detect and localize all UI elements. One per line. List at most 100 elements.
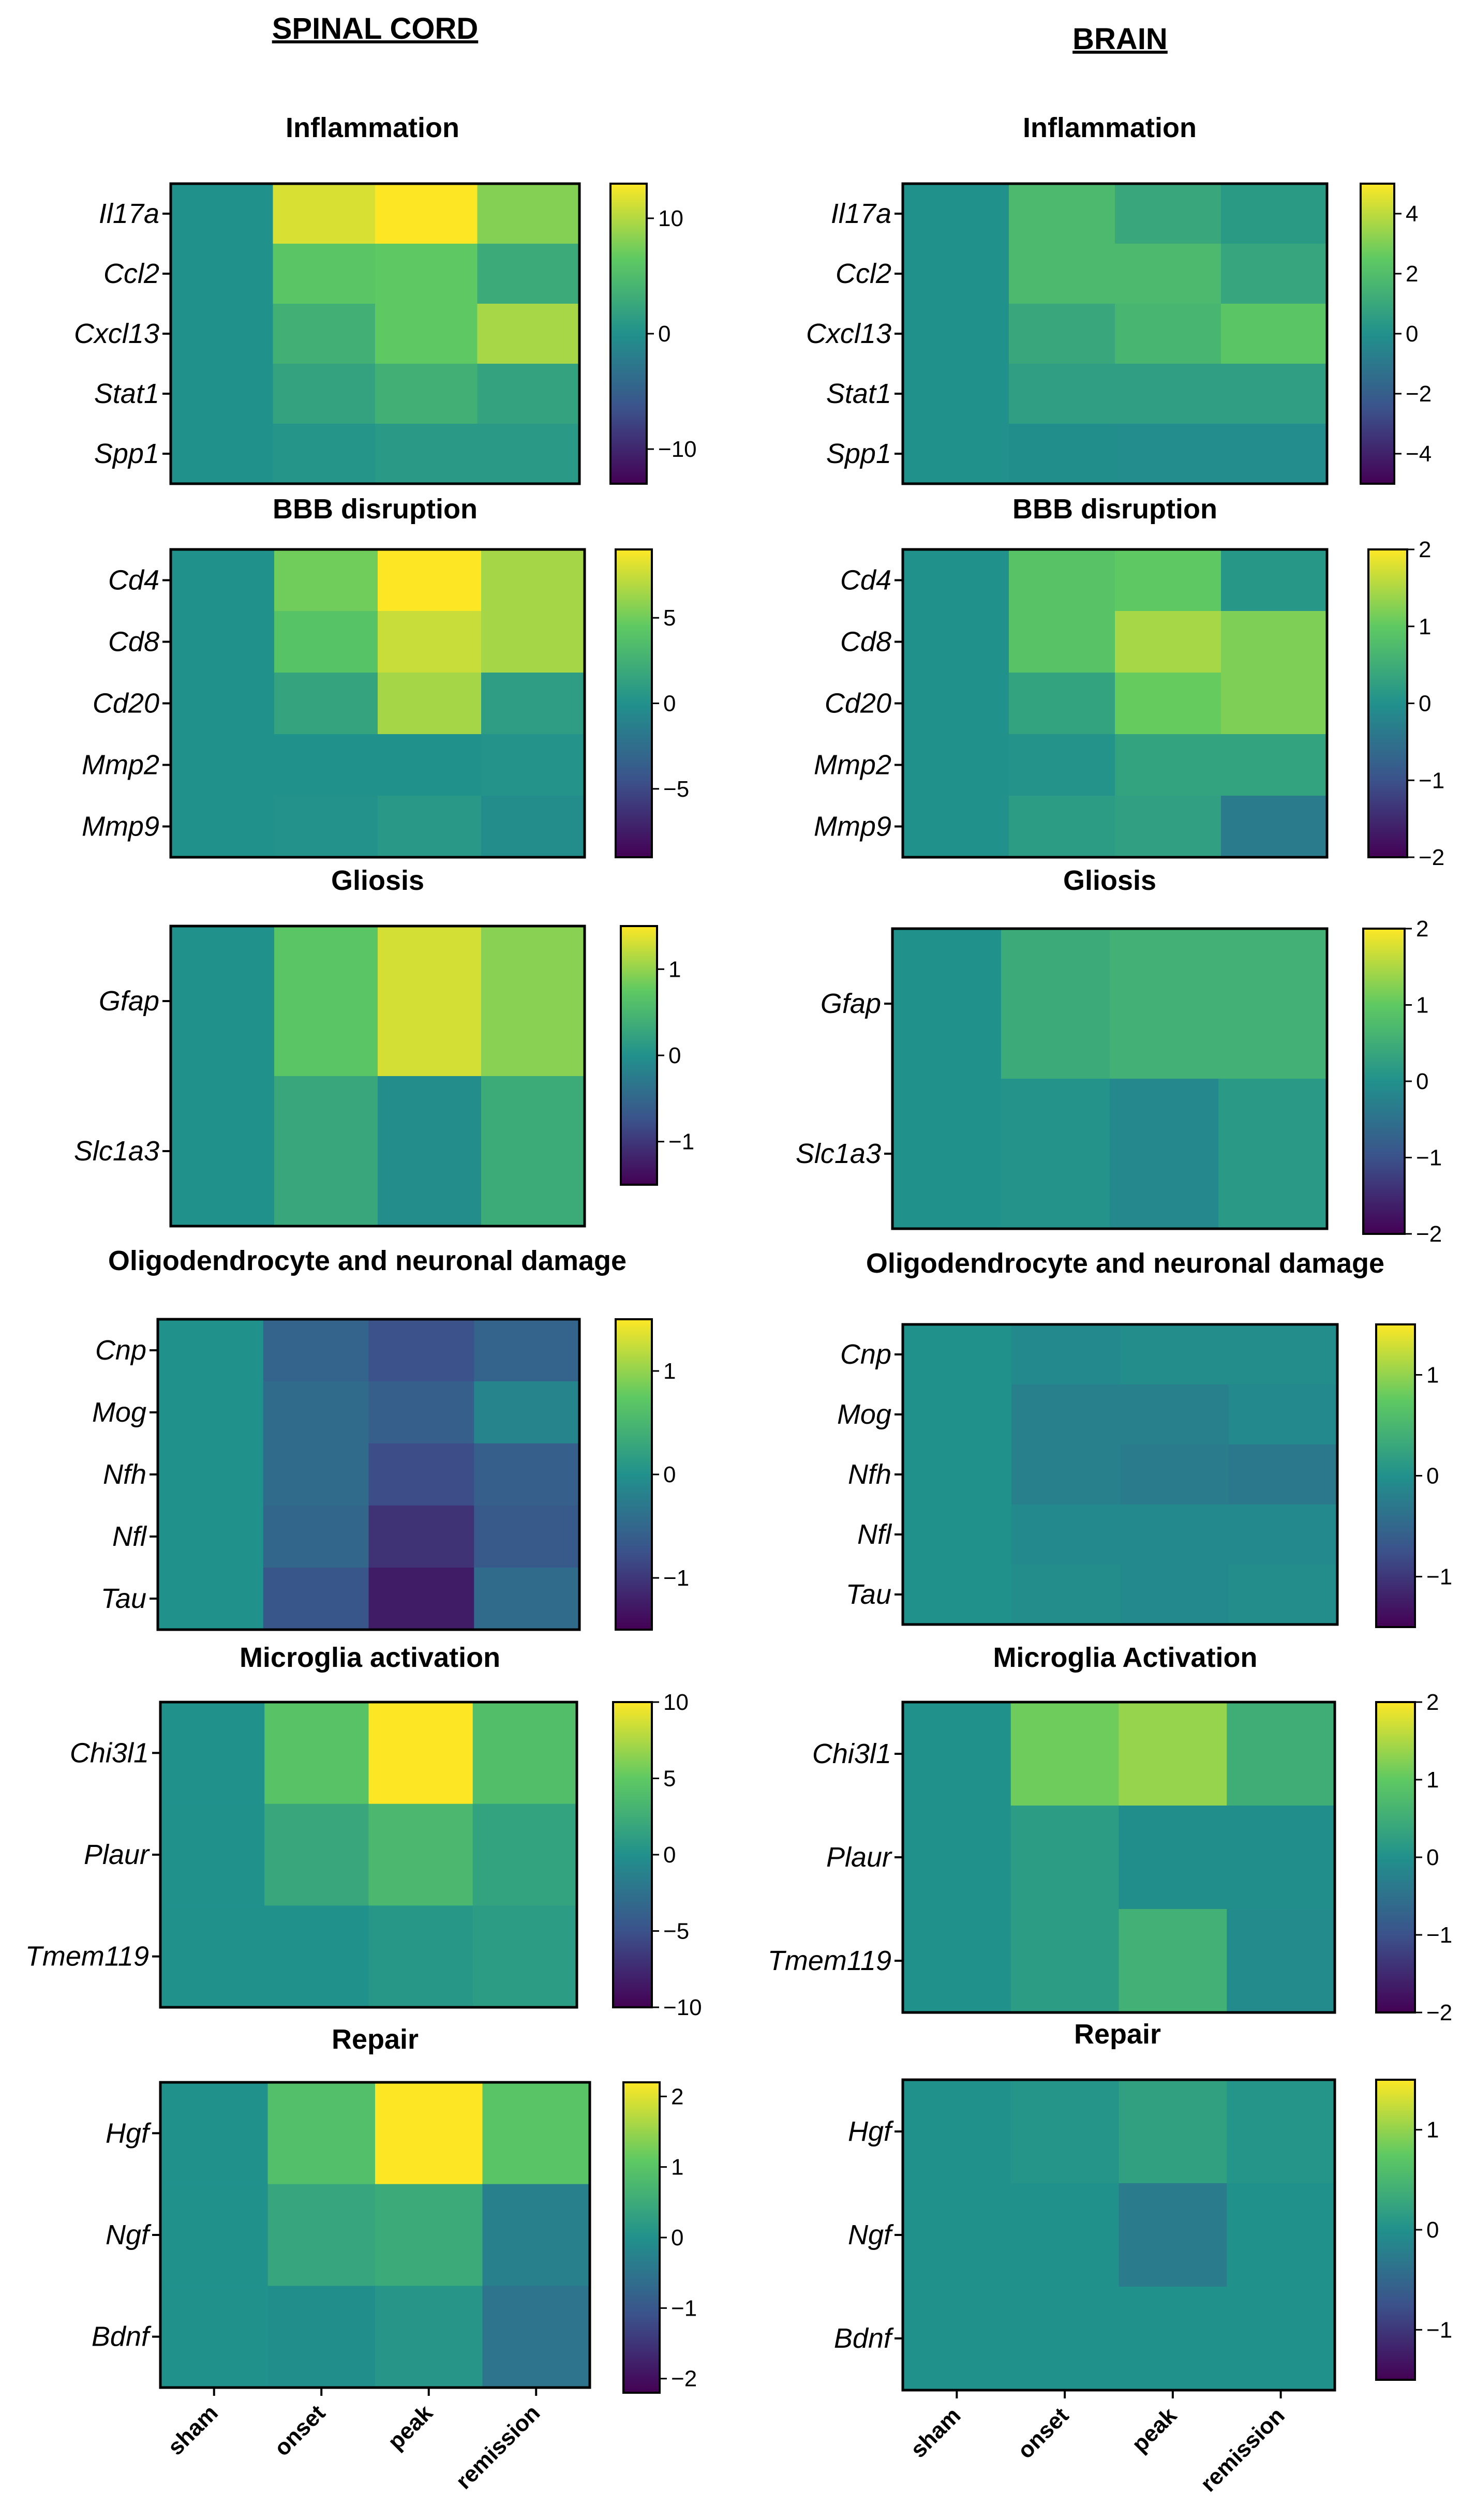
heatmap-cell-cd8-remission xyxy=(1221,611,1328,673)
colorbar-tick-label: −4 xyxy=(1406,441,1432,467)
colorbar xyxy=(1362,928,1406,1235)
heatmap-cell-mmp9-peak xyxy=(378,796,482,858)
heatmap-panel-brain-bbb-disruption: BBB disruption Cd4 Cd8 Cd20 Mmp2 Mmp9 2 1 0 −1 −2 xyxy=(814,494,1444,870)
row-label-cd8: Cd8 xyxy=(108,627,159,658)
heatmap-cell-stat1-remission xyxy=(1221,364,1328,424)
heatmap-cell-tmem119-onset xyxy=(264,1905,369,2008)
row-label-mmp9: Mmp9 xyxy=(814,811,891,842)
colorbar xyxy=(1375,1323,1416,1628)
heatmap-cell-ngf-remission xyxy=(1227,2183,1335,2287)
colorbar-tick-label: −2 xyxy=(1416,1221,1442,1247)
heatmap-cell-mog-peak xyxy=(1120,1384,1229,1445)
heatmap-cell-cd20-peak xyxy=(378,673,482,735)
heatmap-cell-cd8-sham xyxy=(903,611,1009,673)
heatmap-cell-stat1-onset xyxy=(1009,364,1115,424)
heatmap-cell-spp1-remission xyxy=(477,424,580,484)
heatmap-cell-slc1a3-remission xyxy=(481,1076,585,1227)
colorbar-tick-label: 2 xyxy=(1419,537,1431,562)
heatmap-cell-mog-peak xyxy=(368,1381,474,1444)
heatmap-cell-cxcl13-onset xyxy=(1009,304,1115,364)
heatmap-cell-cxcl13-onset xyxy=(273,304,376,364)
heatmap-cell-ccl2-peak xyxy=(375,244,478,304)
row-label-tau: Tau xyxy=(846,1579,891,1610)
heatmap-cell-il17a-sham xyxy=(171,184,274,244)
colorbar-tick-label: 1 xyxy=(668,957,681,982)
heatmap-cell-cd20-sham xyxy=(171,673,275,735)
heatmap-cell-cd20-remission xyxy=(1221,673,1328,735)
heatmap-cell-bdnf-peak xyxy=(1119,2287,1227,2391)
heatmap-cell-cnp-onset xyxy=(263,1319,369,1382)
heatmap-cell-mmp2-sham xyxy=(171,734,275,796)
colorbar xyxy=(622,2081,661,2394)
heatmap-cell-bdnf-sham xyxy=(160,2286,269,2388)
heatmap-cell-spp1-remission xyxy=(1221,424,1328,484)
row-label-nfl: Nfl xyxy=(857,1519,892,1550)
heatmap-cell-cd8-sham xyxy=(171,611,275,673)
heatmap-cell-slc1a3-peak xyxy=(378,1076,482,1227)
row-label-cnp: Cnp xyxy=(95,1335,146,1366)
row-label-spp1: Spp1 xyxy=(826,438,891,469)
colorbar-tick-label: 0 xyxy=(663,1842,676,1868)
heatmap-cell-nfl-sham xyxy=(903,1504,1012,1565)
colorbar-tick-label: 0 xyxy=(1426,2217,1439,2243)
heatmap-cell-cd4-sham xyxy=(171,549,275,612)
row-label-ccl2: Ccl2 xyxy=(836,258,891,289)
row-label-tmem119: Tmem119 xyxy=(25,1941,149,1972)
heatmap-cell-mmp9-remission xyxy=(481,796,585,858)
colorbar-tick-label: 0 xyxy=(668,1043,681,1068)
heatmap-cell-hgf-peak xyxy=(375,2082,483,2185)
heatmap-cell-chi3l1-peak xyxy=(368,1702,473,1805)
heatmap-cell-mmp2-sham xyxy=(903,734,1009,796)
colorbar xyxy=(615,1318,653,1631)
row-label-nfl: Nfl xyxy=(112,1521,147,1552)
heatmap-cell-ngf-peak xyxy=(1119,2183,1227,2287)
heatmap-cell-il17a-onset xyxy=(1009,184,1115,244)
row-label-cnp: Cnp xyxy=(840,1339,891,1370)
heatmap-cell-tau-peak xyxy=(1120,1564,1229,1625)
heatmap-panel-spinal-cord-microglia-activation: Microglia activation Chi3l1 Plaur Tmem119 10… xyxy=(25,1642,702,2020)
heatmap-cell-cd4-peak xyxy=(1115,549,1221,612)
heatmap-panel-brain-microglia-activation: Microglia Activation Chi3l1 Plaur Tmem119 2 1… xyxy=(768,1642,1452,2025)
colorbar-tick-label: 0 xyxy=(663,691,676,717)
colorbar-tick-label: −5 xyxy=(663,777,689,802)
heatmap-cell-plaur-remission xyxy=(472,1803,577,1906)
heatmap-cell-spp1-onset xyxy=(1009,424,1115,484)
heatmap-cell-hgf-onset xyxy=(267,2082,376,2185)
heatmap-panel-spinal-cord-bbb-disruption: BBB disruption Cd4 Cd8 Cd20 Mmp2 Mmp9 5 0 −5 xyxy=(82,494,689,859)
heatmap-cell-mmp2-remission xyxy=(1221,734,1328,796)
heatmap-cell-mog-remission xyxy=(1229,1384,1338,1445)
heatmap-cell-tau-onset xyxy=(1011,1564,1121,1625)
panel-title: Oligodendrocyte and neuronal damage xyxy=(108,1245,627,1276)
row-label-slc1a3: Slc1a3 xyxy=(74,1136,159,1167)
heatmap-cell-tmem119-sham xyxy=(903,1909,1011,2013)
row-label-cxcl13: Cxcl13 xyxy=(806,318,891,349)
colorbar-tick-label: −1 xyxy=(1419,768,1444,793)
heatmap-cell-hgf-remission xyxy=(1227,2080,1335,2184)
heatmap-cell-mmp9-sham xyxy=(171,796,275,858)
heatmap-cell-mmp9-onset xyxy=(1009,796,1115,858)
heatmap-cell-tau-remission xyxy=(474,1568,580,1630)
heatmap-cell-tau-onset xyxy=(263,1568,369,1630)
colorbar-tick-label: 0 xyxy=(671,2225,683,2250)
heatmap-cell-il17a-remission xyxy=(477,184,580,244)
heatmap-cell-ngf-peak xyxy=(375,2184,483,2286)
heatmap-cell-cd4-peak xyxy=(378,549,482,612)
heatmap-cell-cd8-remission xyxy=(481,611,585,673)
colorbar-tick-label: −1 xyxy=(1416,1145,1442,1171)
panel-title: Repair xyxy=(332,2024,419,2055)
heatmap-cell-il17a-peak xyxy=(1115,184,1221,244)
colorbar-tick-label: 0 xyxy=(1426,1464,1439,1489)
heatmap-cell-chi3l1-sham xyxy=(903,1702,1011,1806)
heatmap-cell-gfap-sham xyxy=(171,926,275,1077)
heatmap-cell-nfl-sham xyxy=(158,1505,264,1568)
heatmap-panel-brain-gliosis: Gliosis Gfap Slc1a3 2 1 0 −1 −2 xyxy=(796,865,1442,1247)
colorbar-tick-label: −1 xyxy=(1426,1922,1452,1948)
colorbar xyxy=(612,1701,653,2008)
heatmap-cell-cd20-peak xyxy=(1115,673,1221,735)
heatmap-panels: InflammationIl17aCcl2Cxcl13Stat1Spp1100−… xyxy=(25,112,1452,2394)
heatmap-cell-mmp9-sham xyxy=(903,796,1009,858)
heatmap-cell-ngf-remission xyxy=(482,2184,590,2286)
heatmap-cell-il17a-remission xyxy=(1221,184,1328,244)
row-label-gfap: Gfap xyxy=(821,988,881,1019)
